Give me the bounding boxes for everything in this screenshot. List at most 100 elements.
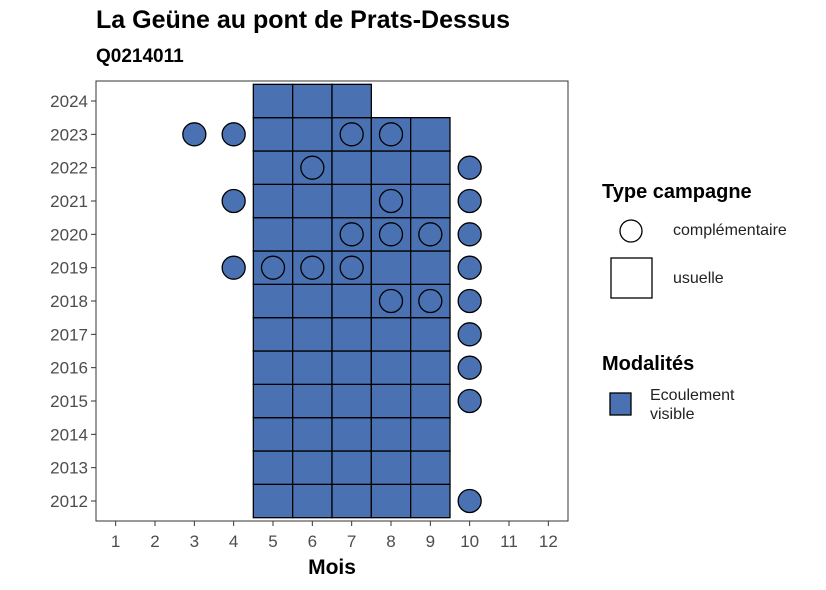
legend-square-swatch [610, 257, 653, 299]
tile-usuelle-2015-9 [410, 383, 451, 419]
y-tick-label-2013: 2013 [50, 459, 88, 478]
tile-usuelle-2017-6 [292, 317, 333, 352]
y-tick-label-2018: 2018 [50, 292, 88, 311]
tile-usuelle-2012-7 [331, 483, 372, 519]
tile-usuelle-2012-6 [292, 483, 333, 519]
tile-usuelle-2023-5 [252, 117, 294, 152]
x-tick-label-11: 11 [500, 532, 518, 551]
point-complementaire-2023-8 [378, 122, 404, 147]
point-complementaire-2023-3 [182, 122, 207, 147]
x-tick-label-3: 3 [190, 532, 199, 551]
point-complementaire-2019-5 [260, 255, 286, 280]
tile-usuelle-2018-6 [292, 283, 333, 319]
y-axis: 2012 2013 2014 2015 2016 2017 2018 2019 2020 2021… [50, 92, 96, 511]
tile-usuelle-2012-9 [410, 483, 451, 519]
tile-usuelle-2024-6 [292, 83, 333, 119]
tile-usuelle-2022-9 [410, 150, 451, 185]
chart-subtitle: Q0214011 [96, 46, 184, 67]
y-tick-label-2019: 2019 [50, 259, 88, 278]
tile-usuelle-2013-7 [331, 450, 372, 485]
point-complementaire-2017-10 [457, 322, 482, 347]
x-tick-label-2: 2 [150, 532, 159, 551]
point-complementaire-2020-7 [339, 222, 364, 247]
tile-usuelle-2019-8 [370, 250, 412, 285]
tile-usuelle-2023-9 [410, 117, 451, 152]
point-complementaire-2020-10 [457, 222, 482, 247]
tiles-layer [252, 83, 451, 519]
tile-usuelle-2021-7 [331, 183, 372, 219]
y-tick-label-2024: 2024 [50, 92, 88, 111]
point-complementaire-2020-8 [378, 222, 404, 247]
point-complementaire-2023-4 [221, 122, 246, 147]
y-tick-label-2016: 2016 [50, 359, 88, 378]
legend-item-ecoulement: Ecoulement visible [650, 387, 735, 423]
legend-type-title: Type campagne [602, 181, 752, 203]
x-tick-label-1: 1 [111, 532, 120, 551]
legend-item-usuelle: usuelle [673, 270, 724, 287]
tile-usuelle-2021-9 [410, 183, 451, 219]
tile-usuelle-2020-5 [252, 217, 294, 252]
point-complementaire-2019-6 [300, 255, 325, 280]
point-complementaire-2018-8 [378, 288, 404, 314]
point-complementaire-2019-10 [457, 255, 482, 280]
x-tick-label-8: 8 [386, 532, 395, 551]
x-tick-label-5: 5 [268, 532, 277, 551]
tile-usuelle-2013-6 [292, 450, 333, 485]
tile-usuelle-2016-6 [292, 350, 333, 385]
x-axis: 1 2 3 4 5 6 7 8 9 10 11 12 [111, 521, 558, 551]
tile-usuelle-2020-6 [292, 217, 333, 252]
y-tick-label-2022: 2022 [50, 159, 88, 178]
legend-item-complementaire: complémentaire [673, 222, 787, 239]
tile-usuelle-2016-9 [410, 350, 451, 385]
tile-usuelle-2024-7 [331, 83, 372, 119]
tile-usuelle-2014-5 [252, 417, 294, 452]
tile-usuelle-2018-5 [252, 283, 294, 319]
tile-usuelle-2017-9 [410, 317, 451, 352]
point-complementaire-2023-7 [339, 122, 364, 147]
tile-usuelle-2013-8 [370, 450, 412, 485]
point-complementaire-2020-9 [418, 222, 443, 247]
x-tick-label-12: 12 [539, 532, 558, 551]
x-tick-label-4: 4 [229, 532, 238, 551]
tile-usuelle-2022-5 [252, 150, 294, 185]
tile-usuelle-2024-5 [252, 83, 294, 119]
tile-usuelle-2017-5 [252, 317, 294, 352]
legend-modalites-title: Modalités [602, 353, 695, 375]
point-complementaire-2021-4 [221, 188, 246, 214]
tile-usuelle-2019-9 [410, 250, 451, 285]
tile-usuelle-2017-7 [331, 317, 372, 352]
y-tick-label-2012: 2012 [50, 492, 88, 511]
point-complementaire-2022-6 [300, 155, 325, 180]
y-tick-label-2014: 2014 [50, 425, 88, 444]
tile-usuelle-2012-8 [370, 483, 412, 519]
tile-usuelle-2021-5 [252, 183, 294, 219]
point-complementaire-2018-10 [457, 288, 482, 314]
tile-usuelle-2015-7 [331, 383, 372, 419]
legend-fill-swatch [609, 392, 632, 416]
tile-usuelle-2013-5 [252, 450, 294, 485]
tile-usuelle-2016-5 [252, 350, 294, 385]
y-tick-label-2023: 2023 [50, 125, 88, 144]
x-tick-label-9: 9 [426, 532, 435, 551]
points-layer [182, 122, 482, 514]
tile-usuelle-2013-9 [410, 450, 451, 485]
x-tick-label-7: 7 [347, 532, 356, 551]
point-complementaire-2022-10 [457, 155, 482, 180]
point-complementaire-2019-4 [221, 255, 246, 280]
point-complementaire-2012-10 [457, 488, 482, 514]
legend-circle-swatch [619, 219, 643, 243]
tile-usuelle-2014-7 [331, 417, 372, 452]
tile-usuelle-2018-7 [331, 283, 372, 319]
point-complementaire-2019-7 [339, 255, 364, 280]
tile-usuelle-2016-7 [331, 350, 372, 385]
y-tick-label-2017: 2017 [50, 325, 88, 344]
tile-usuelle-2021-6 [292, 183, 333, 219]
point-complementaire-2021-8 [378, 188, 404, 214]
x-tick-label-6: 6 [308, 532, 317, 551]
point-complementaire-2021-10 [457, 188, 482, 214]
tile-usuelle-2014-9 [410, 417, 451, 452]
tile-usuelle-2012-5 [252, 483, 294, 519]
tile-usuelle-2014-8 [370, 417, 412, 452]
